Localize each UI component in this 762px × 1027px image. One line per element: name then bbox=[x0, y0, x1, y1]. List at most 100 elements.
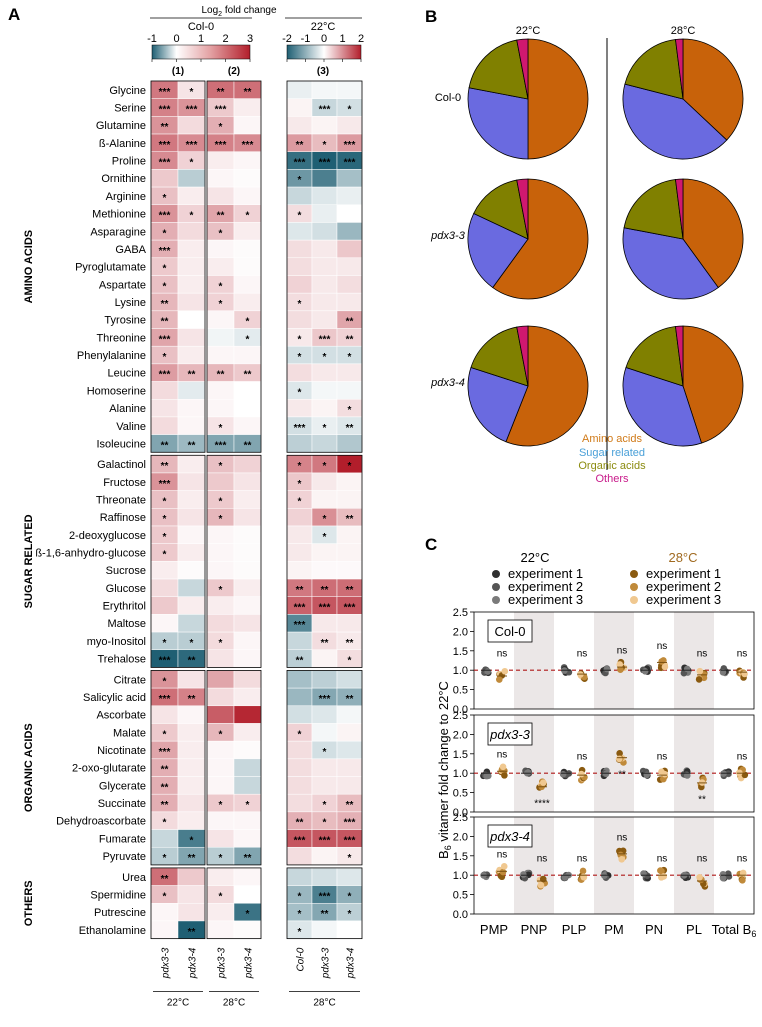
pie-chart bbox=[622, 38, 744, 160]
significance-label: ns bbox=[497, 750, 508, 761]
significance-mark: *** bbox=[159, 694, 171, 705]
heatmap-cell bbox=[150, 614, 179, 633]
significance-mark: ** bbox=[161, 122, 169, 133]
y-tick-label: 0.0 bbox=[453, 704, 468, 716]
heatmap-row: 2-oxo-glutarate ** bbox=[72, 758, 363, 777]
significance-mark: * bbox=[219, 638, 223, 649]
heatmap-row: Phenylalanine * * * * bbox=[77, 345, 363, 365]
significance-mark: * bbox=[348, 853, 352, 864]
significance-label: ns bbox=[657, 641, 668, 652]
metabolite-label: ß-1,6-anhydro-glucose bbox=[35, 548, 146, 560]
heatmap-cell bbox=[336, 490, 363, 509]
pie-slice bbox=[527, 38, 589, 160]
significance-mark: * bbox=[298, 211, 302, 222]
significance-mark: ** bbox=[346, 514, 354, 525]
heatmap-cell bbox=[206, 169, 235, 188]
heatmap-cell bbox=[311, 169, 338, 188]
significance-mark: ** bbox=[296, 140, 304, 151]
metabolite-label: ß-Alanine bbox=[99, 138, 146, 150]
significance-mark: *** bbox=[159, 87, 171, 98]
pie-legend-sugar: Sugar related bbox=[579, 447, 645, 459]
column-label: pdx3-4 bbox=[244, 947, 255, 979]
legend-entry: experiment 2 bbox=[646, 579, 721, 594]
significance-mark: *** bbox=[159, 370, 171, 381]
significance-mark: * bbox=[163, 281, 167, 292]
metabolite-label: Trehalose bbox=[97, 654, 146, 666]
significance-label: ns bbox=[577, 854, 588, 865]
significance-mark: *** bbox=[294, 158, 306, 169]
heatmap-cell bbox=[311, 614, 338, 633]
heatmap-cell bbox=[177, 116, 206, 135]
heatmap-cell bbox=[286, 705, 313, 724]
significance-mark: * bbox=[323, 140, 327, 151]
scale1-tick: 3 bbox=[247, 33, 253, 45]
genotype-text: Col-0 bbox=[494, 624, 525, 639]
heatmap-row: Tyrosine ** * ** bbox=[104, 310, 363, 329]
significance-mark: *** bbox=[159, 334, 171, 345]
heatmap: Glycine *** * ** **Serine *** *** *** *** *Glutam… bbox=[23, 80, 363, 940]
heatmap-row: Aspartate * * bbox=[99, 275, 363, 294]
significance-mark: ** bbox=[161, 461, 169, 472]
heatmap-cell bbox=[336, 186, 363, 206]
significance-mark: * bbox=[163, 550, 167, 561]
heatmap-cell bbox=[233, 292, 262, 312]
significance-mark: ** bbox=[161, 299, 169, 310]
heatmap-cell bbox=[336, 116, 363, 135]
heatmap-cell bbox=[336, 292, 363, 312]
heatmap-cell bbox=[206, 561, 235, 580]
heatmap-cell bbox=[150, 920, 179, 939]
significance-mark: * bbox=[163, 228, 167, 239]
significance-mark: * bbox=[348, 461, 352, 472]
x-tick-label: PN bbox=[645, 922, 663, 937]
scale1-tick: 2 bbox=[222, 33, 228, 45]
heatmap-cell bbox=[336, 670, 363, 689]
scale1-tick: -1 bbox=[147, 33, 157, 45]
pie-slice bbox=[467, 87, 529, 160]
y-tick-label: 0.0 bbox=[453, 909, 468, 921]
color-scale-2: -2 -1 0 1 2 bbox=[282, 33, 364, 62]
significance-mark: * bbox=[219, 122, 223, 133]
scale2-tick: 0 bbox=[321, 33, 327, 45]
legend-entry: experiment 3 bbox=[508, 592, 583, 607]
metabolite-label: Ethanolamine bbox=[79, 925, 146, 937]
significance-mark: ** bbox=[217, 211, 225, 222]
heatmap-cell bbox=[177, 903, 206, 922]
heatmap-cell bbox=[286, 670, 313, 689]
metabolite-label: Citrate bbox=[114, 674, 146, 686]
column-label: pdx3-4 bbox=[346, 947, 357, 979]
category-label: AMINO ACIDS bbox=[23, 230, 35, 304]
data-point-28 bbox=[496, 676, 503, 683]
heatmap-cell bbox=[177, 490, 206, 509]
pie-slice bbox=[468, 39, 529, 100]
heatmap-cell bbox=[336, 472, 363, 491]
metabolite-label: Glucose bbox=[106, 583, 146, 595]
heatmap-cell bbox=[233, 561, 262, 580]
significance-mark: ** bbox=[244, 440, 252, 451]
significance-mark: * bbox=[348, 909, 352, 920]
scale2-tick: -2 bbox=[282, 33, 292, 45]
significance-mark: * bbox=[163, 891, 167, 902]
heatmap-row: Ethanolamine ** * bbox=[79, 920, 363, 939]
y-tick-label: 2.0 bbox=[453, 831, 468, 843]
heatmap-cell bbox=[177, 543, 206, 562]
color-scale-1: -1 0 1 2 3 bbox=[147, 33, 253, 62]
heatmap-cell bbox=[206, 186, 235, 206]
subpanel-label-3: (3) bbox=[317, 66, 329, 77]
significance-mark: * bbox=[298, 299, 302, 310]
data-point-22 bbox=[520, 871, 527, 878]
heatmap-cell bbox=[150, 903, 179, 922]
heatmap-cell bbox=[177, 508, 206, 527]
metabolite-label: Sucrose bbox=[106, 565, 146, 577]
heatmap-cell bbox=[206, 687, 235, 707]
group2-title: 22°C bbox=[311, 21, 336, 33]
heatmap-cell bbox=[311, 649, 338, 668]
significance-label: ns bbox=[577, 752, 588, 763]
column-label: pdx3-4 bbox=[188, 947, 199, 979]
significance-mark: *** bbox=[159, 140, 171, 151]
heatmap-cell bbox=[177, 381, 206, 400]
significance-mark: ** bbox=[188, 656, 196, 667]
significance-mark: * bbox=[163, 532, 167, 543]
temperature-label: 22°C bbox=[167, 998, 189, 1009]
significance-mark: * bbox=[298, 479, 302, 490]
heatmap-cell bbox=[177, 705, 206, 724]
